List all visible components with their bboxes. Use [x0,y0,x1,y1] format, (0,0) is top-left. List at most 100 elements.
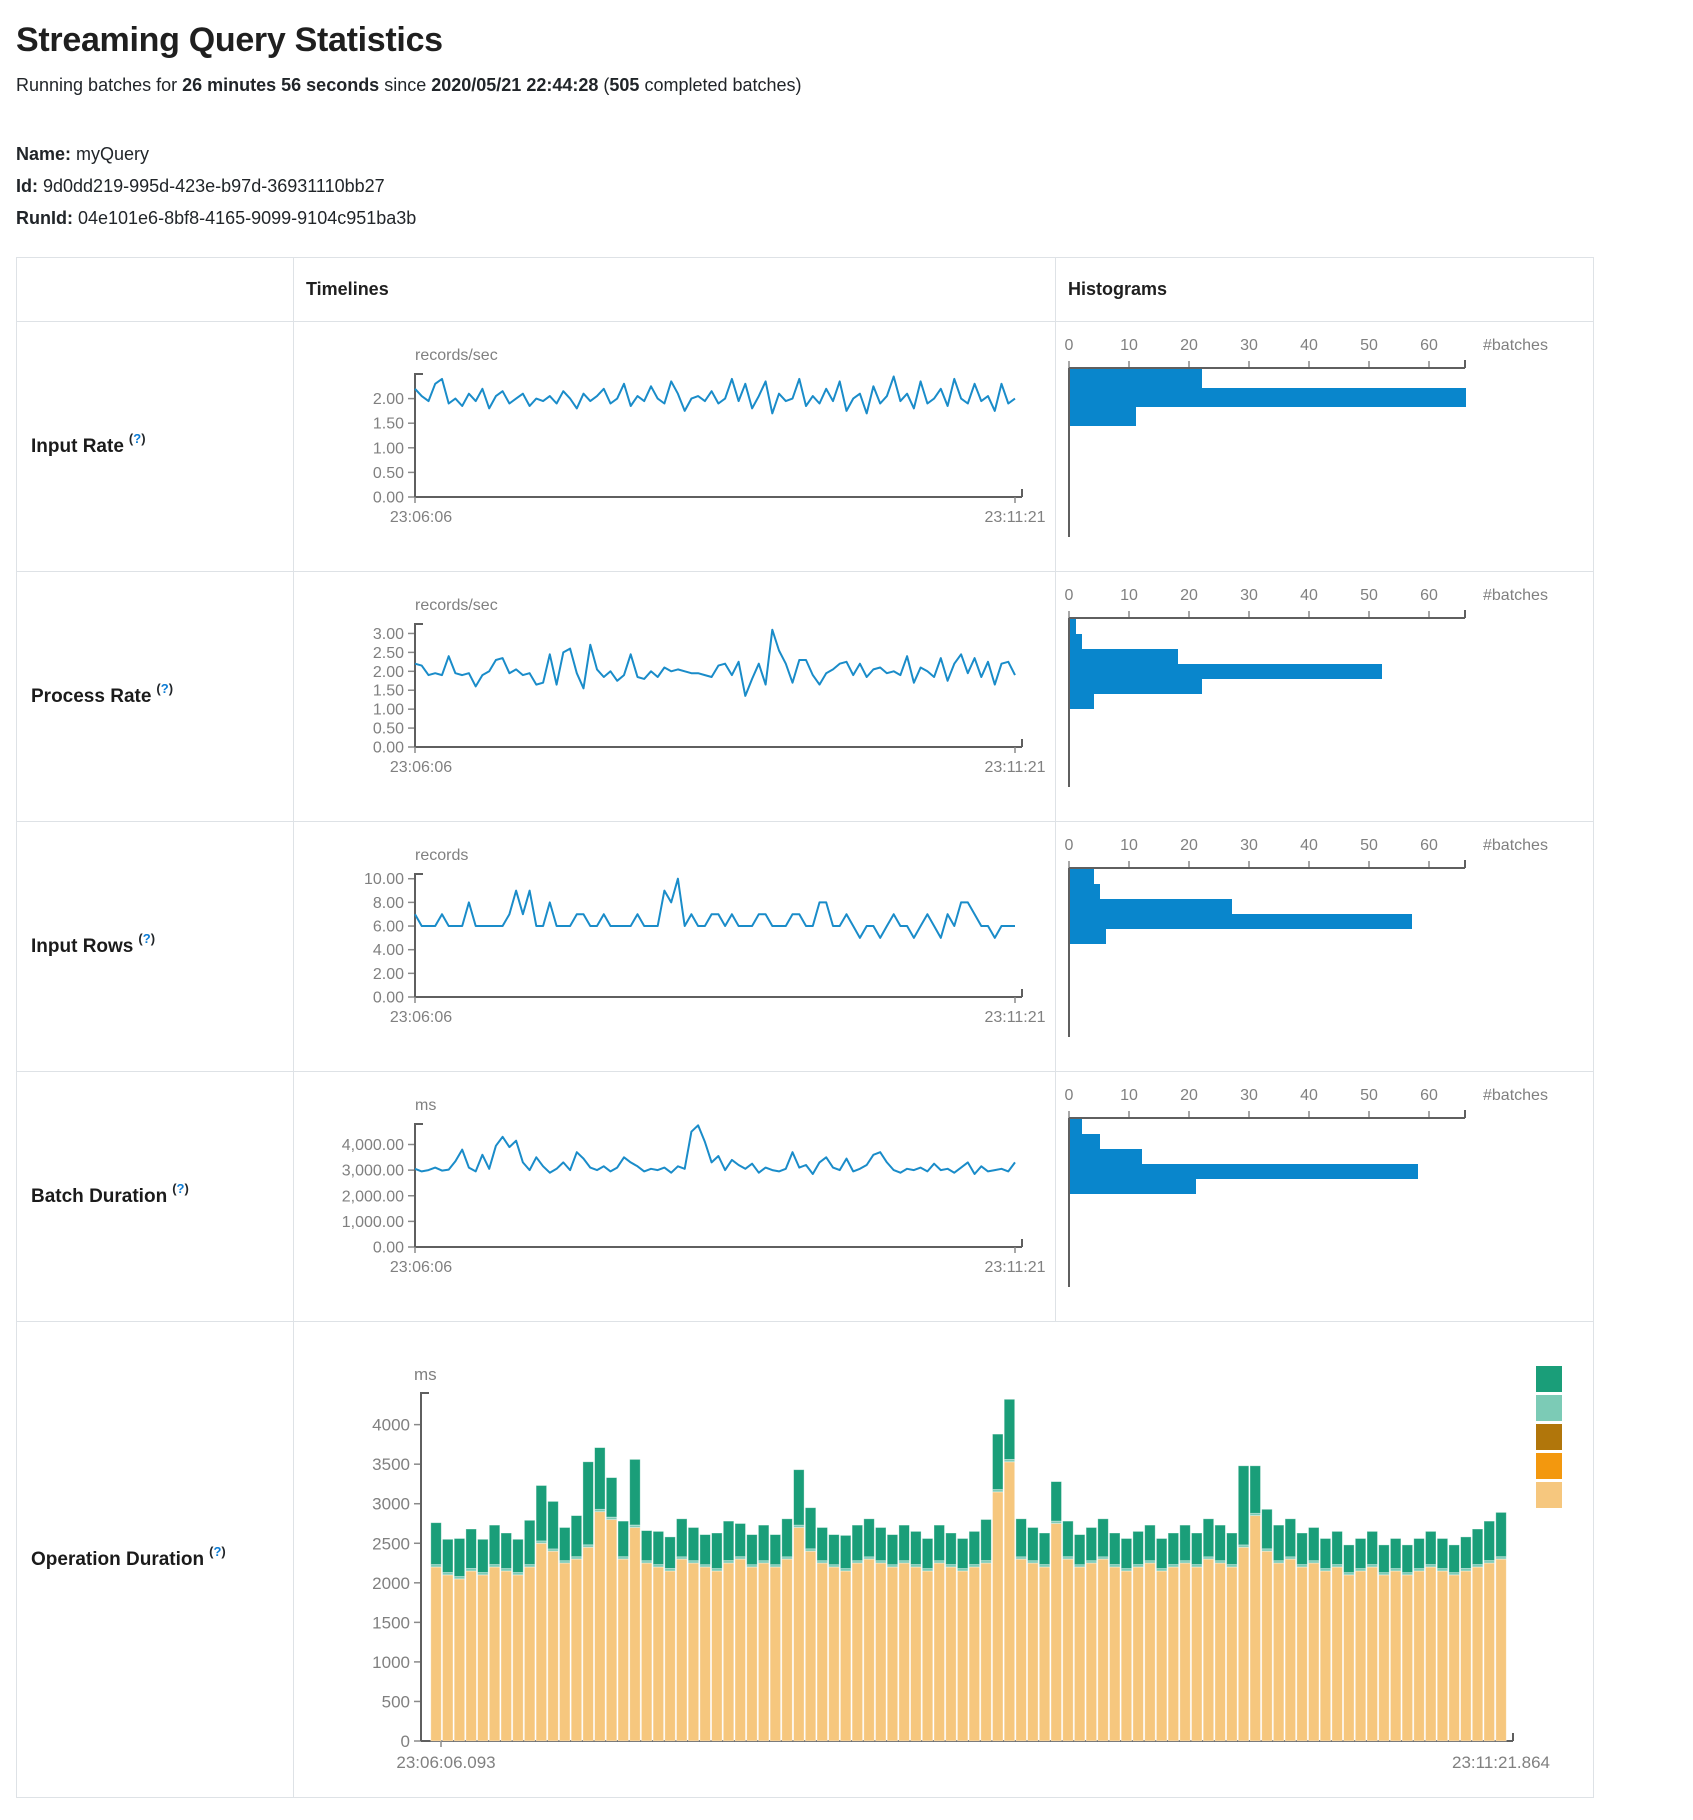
input-rows-hist-bar [1070,929,1106,944]
svg-text:10.00: 10.00 [364,871,404,888]
operation-duration-series-green-segment [1343,1544,1355,1573]
input-rate-hist-bar [1070,388,1466,407]
operation-duration-series-tan-segment [898,1562,910,1742]
operation-duration-series-green-segment [793,1469,805,1526]
svg-text:30: 30 [1240,837,1258,854]
input-rate-hist-bar [1070,407,1136,426]
svg-text:3.00: 3.00 [373,626,404,643]
operation-duration-series-tan-segment [734,1558,746,1742]
operation-duration-series-tan-segment [910,1566,922,1742]
batch-duration-help-icon[interactable]: (?) [172,1181,189,1196]
svg-text:0.50: 0.50 [373,465,404,482]
operation-duration-series-tan-segment [1284,1558,1296,1742]
operation-duration-series-tan-segment [1273,1562,1285,1742]
input-rows-timeline: records 0.00 2.00 4.00 6.00 8.00 10.00 23:06:06… [364,847,1046,1026]
operation-duration-series-tan-segment [1331,1566,1343,1742]
operation-duration-series-green-segment [910,1530,922,1565]
process-rate-hist-bar [1070,619,1076,634]
histograms-header-label: Histograms [1068,279,1168,299]
operation-duration-series-light-teal-segment [582,1544,594,1548]
operation-duration-series-tan-segment [664,1570,676,1742]
operation-duration-series-tan-segment [1038,1566,1051,1742]
status-prefix: Running batches for [16,75,183,95]
svg-text:4000: 4000 [372,1416,410,1435]
row-label-operation-duration: Operation Duration (?) [17,1322,294,1798]
operation-duration-series-green-segment [781,1518,793,1558]
svg-text:30: 30 [1240,587,1258,604]
operation-duration-series-tan-segment [828,1566,840,1742]
operation-duration-series-green-segment [863,1518,875,1558]
query-name-value: myQuery [71,144,150,164]
batch-duration-unit-label: ms [415,1097,436,1114]
operation-duration-series-tan-segment [757,1562,770,1742]
operation-duration-series-tan-segment [1214,1562,1226,1742]
input-rows-hist-bar [1070,899,1232,914]
operation-duration-series-green-segment [1378,1544,1390,1573]
query-id-line: Id: 9d0dd219-995d-423e-b97d-36931110bb27 [16,170,1693,202]
input-rate-label: Input Rate [31,435,124,457]
operation-duration-series-light-teal-segment [804,1548,817,1552]
operation-duration-series-green-segment [711,1532,723,1569]
operation-duration-series-green-segment [1038,1532,1051,1566]
operation-duration-series-green-segment [886,1534,899,1566]
input-rows-x-start: 23:06:06 [390,1009,452,1026]
row-label-batch-duration: Batch Duration (?) [17,1072,294,1322]
operation-duration-series-tan-segment [500,1570,512,1742]
svg-text:2500: 2500 [372,1534,410,1553]
operation-duration-series-green-segment [980,1519,992,1561]
operation-duration-series-light-teal-segment [629,1524,641,1528]
operation-duration-series-green-segment [1448,1544,1460,1573]
batch-duration-batches-label: #batches [1483,1087,1548,1104]
process-rate-timeline-chart: records/sec 0.00 0.50 1.00 1.50 2.00 2.50 3.00 2… [373,597,1046,776]
status-since-timestamp: 2020/05/21 22:44:28 [431,75,599,95]
batch-duration-hist-bar [1070,1149,1142,1164]
operation-duration-series-tan-segment [430,1566,442,1742]
operation-duration-label: Operation Duration [31,1548,205,1570]
operation-duration-series-green-segment [1366,1530,1378,1565]
operation-duration-series-green-segment [430,1522,442,1565]
process-rate-help-icon[interactable]: (?) [156,681,174,696]
operation-duration-series-tan-segment [980,1562,992,1742]
operation-duration-series-green-segment [1495,1511,1507,1558]
operation-duration-series-tan-segment [1249,1515,1261,1742]
svg-text:500: 500 [382,1692,410,1711]
batch-duration-x-end: 23:11:21 [984,1259,1045,1276]
operation-duration-series-tan-segment [1156,1570,1168,1742]
input-rate-histogram-chart: 0 10 20 30 40 50 60 #batches [1065,337,1548,537]
operation-duration-help-icon[interactable]: (?) [209,1544,226,1559]
operation-duration-series-green-segment [1319,1538,1332,1570]
operation-duration-series-tan-segment [1483,1562,1495,1742]
operation-duration-series-tan-segment [1132,1566,1144,1742]
operation-duration-series-green-segment [1202,1518,1215,1558]
svg-text:10: 10 [1120,1087,1138,1104]
operation-duration-series-tan-segment [477,1574,489,1742]
svg-text:50: 50 [1360,1087,1378,1104]
process-rate-hist-bar [1070,694,1094,709]
input-rate-x-start: 23:06:06 [390,509,452,526]
operation-duration-series-tan-segment [1015,1558,1027,1742]
operation-duration-series-green-segment [1261,1508,1273,1550]
operation-duration-series-tan-segment [933,1562,945,1742]
input-rows-timeline-chart: records 0.00 2.00 4.00 6.00 8.00 10.00 23:06:06… [364,847,1046,1026]
input-rate-line [414,375,1016,415]
svg-text:2000: 2000 [372,1574,410,1593]
svg-text:50: 50 [1360,587,1378,604]
operation-duration-series-green-segment [1156,1538,1168,1570]
status-open-paren: ( [598,75,610,95]
input-rate-help-icon[interactable]: (?) [128,431,146,446]
svg-text:20: 20 [1180,1087,1198,1104]
operation-duration-series-light-teal-segment [605,1516,618,1520]
operation-duration-series-tan-segment [945,1566,957,1742]
operation-duration-chart: ms 0 500 1000 1500 2000 2500 3000 3500 4000 23:06:… [372,1365,1562,1772]
operation-duration-x-start: 23:06:06.093 [396,1753,495,1772]
svg-text:1.00: 1.00 [373,440,404,457]
batch-duration-x-start: 23:06:06 [390,1259,452,1276]
operation-duration-series-tan-segment [886,1566,899,1742]
operation-duration-series-green-segment [968,1530,980,1565]
input-rows-help-icon[interactable]: (?) [138,931,156,946]
operation-duration-series-tan-segment [442,1574,454,1742]
operation-duration-series-green-segment [652,1530,665,1565]
operation-duration-series-green-segment [851,1524,863,1562]
svg-text:1500: 1500 [372,1613,410,1632]
batch-duration-timeline-chart: ms 0.00 1,000.00 2,000.00 3,000.00 4,000.00 23… [342,1097,1046,1276]
